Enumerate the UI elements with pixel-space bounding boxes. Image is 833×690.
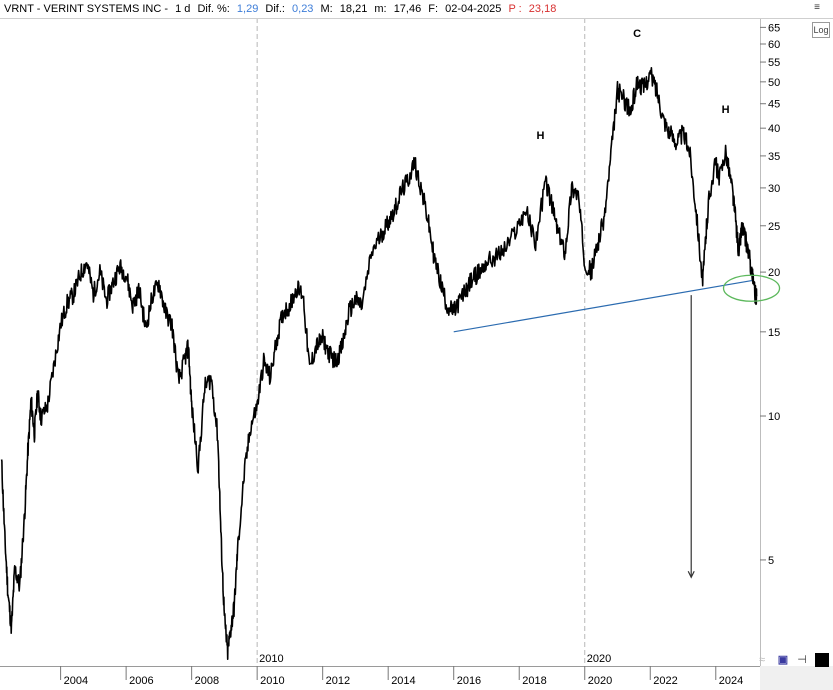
x-tick-label-2008: 2008 (195, 675, 219, 687)
price-label: P : (508, 3, 522, 15)
x-tick-label-2004: 2004 (64, 675, 88, 687)
x-tick-label-2018: 2018 (522, 675, 546, 687)
chart-plot-area[interactable] (0, 18, 760, 667)
dif-value: 0,23 (292, 3, 314, 15)
highlight-ellipse (722, 274, 781, 302)
y-tick-label-25: 25 (768, 221, 780, 233)
pattern-label-h-2: H (722, 104, 730, 116)
min-value: 17,46 (393, 3, 422, 15)
dif-pct-label: Dif. %: (197, 3, 230, 15)
max-label: M: (320, 3, 333, 15)
price-value: 23,18 (528, 3, 557, 15)
neckline-trendline (453, 279, 752, 333)
y-tick-label-30: 30 (768, 183, 780, 195)
dif-label: Dif.: (265, 3, 285, 15)
y-tick-label-45: 45 (768, 99, 780, 111)
date-label: F: (428, 3, 439, 15)
x-tick-label-2022: 2022 (653, 675, 677, 687)
y-tick-label-50: 50 (768, 77, 780, 89)
y-tick-label-65: 65 (768, 22, 780, 34)
color-icon[interactable] (815, 653, 829, 667)
price-series-line (0, 67, 758, 660)
major-label-2020: 2020 (587, 653, 611, 665)
symbol-name: VRNT - VERINT SYSTEMS INC - (4, 3, 169, 15)
chart-header: VRNT - VERINT SYSTEMS INC - 1 d Dif. %: … (0, 0, 833, 19)
y-axis-panel (760, 18, 833, 666)
save-icon[interactable]: ▣ (777, 654, 789, 666)
x-tick-label-2012: 2012 (326, 675, 350, 687)
zoom-icon[interactable]: ≈ (758, 654, 766, 666)
y-tick-label-10: 10 (768, 411, 780, 423)
dif-pct-value: 1,29 (236, 3, 259, 15)
x-tick-label-2010: 2010 (260, 675, 284, 687)
x-tick-label-2024: 2024 (719, 675, 743, 687)
menu-icon[interactable]: ≡ (814, 2, 820, 13)
x-tick-label-2016: 2016 (457, 675, 481, 687)
x-tick-label-2006: 2006 (129, 675, 153, 687)
y-tick-label-60: 60 (768, 39, 780, 51)
y-tick-label-20: 20 (768, 267, 780, 279)
y-tick-label-5: 5 (768, 555, 774, 567)
pin-icon[interactable]: ⊣ (797, 654, 807, 666)
y-tick-label-55: 55 (768, 57, 780, 69)
pattern-label-h-0: H (537, 130, 545, 142)
x-tick-label-2014: 2014 (391, 675, 415, 687)
interval-label: 1 d (175, 3, 191, 15)
major-label-2010: 2010 (259, 653, 283, 665)
y-tick-label-40: 40 (768, 123, 780, 135)
pattern-label-c-1: C (633, 28, 641, 40)
target-arrow-head (687, 570, 695, 579)
max-value: 18,21 (339, 3, 368, 15)
y-tick-label-35: 35 (768, 151, 780, 163)
min-label: m: (374, 3, 387, 15)
log-scale-button[interactable]: Log (812, 22, 830, 38)
x-tick-label-2020: 2020 (588, 675, 612, 687)
y-tick-label-15: 15 (768, 327, 780, 339)
date-value: 02-04-2025 (445, 3, 502, 15)
x-axis-panel (0, 666, 760, 690)
